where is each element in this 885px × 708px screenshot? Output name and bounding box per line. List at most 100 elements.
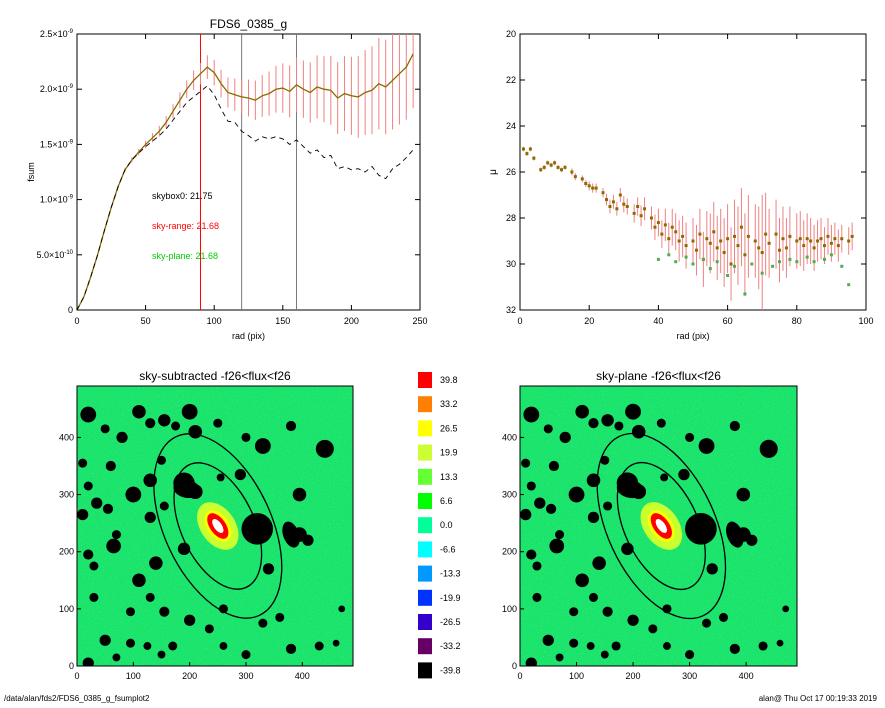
star-mask — [718, 612, 729, 622]
star-mask — [729, 643, 740, 654]
galaxy-nucleus — [655, 518, 667, 534]
sky-plane-panel: 0 100 200 300 400 0 100 200 300 400 sky-plane -f26… — [502, 369, 798, 681]
star-mask — [112, 653, 121, 662]
star-mask — [241, 513, 274, 545]
mu-point-0 — [601, 191, 605, 195]
star-mask — [758, 641, 768, 651]
mu-point-0 — [573, 175, 577, 179]
colorbar-label: 6.6 — [440, 496, 453, 506]
star-mask — [145, 592, 155, 602]
star-mask — [520, 508, 532, 521]
mu-point-0 — [528, 147, 532, 151]
star-mask — [77, 508, 89, 521]
star-mask — [91, 497, 103, 509]
mu-point-0 — [653, 225, 657, 229]
star-mask — [625, 403, 641, 420]
colorbar-label: -6.6 — [440, 544, 456, 554]
star-mask — [99, 634, 111, 646]
star-mask — [157, 650, 166, 659]
star-mask — [782, 605, 790, 613]
mu-point-0 — [667, 237, 671, 241]
fsum-xtick-label: 150 — [275, 316, 290, 326]
mu-point-0 — [542, 165, 546, 169]
mu-point-0 — [608, 205, 612, 208]
mu-point-0 — [584, 182, 588, 185]
mu-ylabel: μ — [488, 169, 499, 175]
mu-point-1 — [788, 257, 792, 261]
star-mask — [82, 657, 94, 666]
mu-point-0 — [733, 234, 737, 238]
image-frame — [519, 385, 798, 667]
fsum-panel: 0 50 100 150 200 250 0 5.0×10-10 1.0×10-9 1.5×10-… — [26, 17, 428, 341]
star-mask — [213, 418, 223, 428]
mu-point-1 — [812, 260, 816, 264]
blob-mask — [173, 479, 201, 499]
mu-point-1 — [805, 255, 809, 259]
aperture-ellipse-0 — [616, 461, 706, 591]
mu-point-0 — [743, 253, 747, 257]
mu-point-0 — [715, 246, 719, 250]
fsum-xtick-label: 250 — [412, 316, 427, 326]
image-xtick-label: 300 — [238, 671, 253, 681]
star-mask — [534, 497, 546, 509]
fsum-axes-frame — [76, 33, 421, 311]
image-xtick-label: 300 — [682, 671, 697, 681]
star-mask — [156, 455, 166, 465]
mu-point-0 — [746, 234, 750, 238]
mu-point-0 — [677, 239, 681, 243]
image-title: sky-plane -f26<flux<f26 — [596, 369, 721, 383]
mu-xtick-label: 0 — [517, 316, 522, 326]
image-ytick-label: 400 — [59, 432, 74, 442]
mu-point-1 — [760, 271, 764, 275]
image-ytick-label: 0 — [69, 661, 74, 671]
mu-point-0 — [719, 239, 723, 243]
image-xtick-label: 200 — [626, 671, 641, 681]
star-mask — [100, 424, 110, 434]
sky-subtracted-panel: 0 100 200 300 400 0 100 200 300 400 sky-subtracted… — [59, 369, 354, 681]
fsum-ytick-label: 5.0×10-10 — [37, 250, 74, 260]
fsum-series-1 — [76, 85, 414, 311]
colorbar-swatch — [418, 420, 432, 437]
mu-point-0 — [611, 200, 615, 204]
star-mask — [159, 501, 169, 511]
star-mask — [234, 468, 246, 481]
star-mask — [548, 460, 560, 472]
image-xtick-label: 0 — [74, 671, 79, 681]
mu-point-0 — [694, 248, 698, 252]
star-mask — [315, 439, 334, 458]
fsum-annotation-1: sky-range: 21.68 — [152, 221, 219, 231]
mu-point-0 — [643, 207, 647, 211]
star-mask — [648, 624, 658, 634]
star-mask — [158, 414, 171, 427]
blob-mask — [616, 479, 644, 499]
star-mask — [181, 403, 198, 420]
mu-point-0 — [712, 230, 716, 234]
star-mask — [144, 511, 156, 524]
mu-point-0 — [840, 237, 844, 241]
mu-point-0 — [795, 239, 799, 243]
mu-point-0 — [764, 232, 768, 236]
star-mask — [89, 592, 99, 602]
mu-point-1 — [667, 253, 671, 257]
mu-xtick-label: 60 — [723, 316, 733, 326]
star-mask — [219, 642, 228, 650]
star-mask — [592, 556, 606, 570]
mu-point-1 — [771, 264, 775, 268]
colorbar-swatch — [418, 396, 432, 413]
mu-point-0 — [622, 202, 626, 206]
mu-point-0 — [822, 244, 826, 248]
mu-point-1 — [829, 253, 833, 257]
mu-point-0 — [833, 237, 837, 241]
mu-point-0 — [722, 251, 726, 254]
mu-xtick-label: 100 — [858, 316, 873, 326]
mu-point-0 — [521, 147, 525, 151]
mu-point-0 — [819, 237, 823, 241]
fsum-xtick-label: 200 — [344, 316, 359, 326]
fsum-ytick-label: 2.0×10-9 — [40, 84, 74, 94]
mu-point-0 — [760, 251, 764, 254]
star-mask — [759, 439, 778, 458]
mu-xtick-label: 40 — [653, 316, 663, 326]
mu-point-0 — [556, 165, 560, 169]
star-mask — [736, 487, 751, 502]
